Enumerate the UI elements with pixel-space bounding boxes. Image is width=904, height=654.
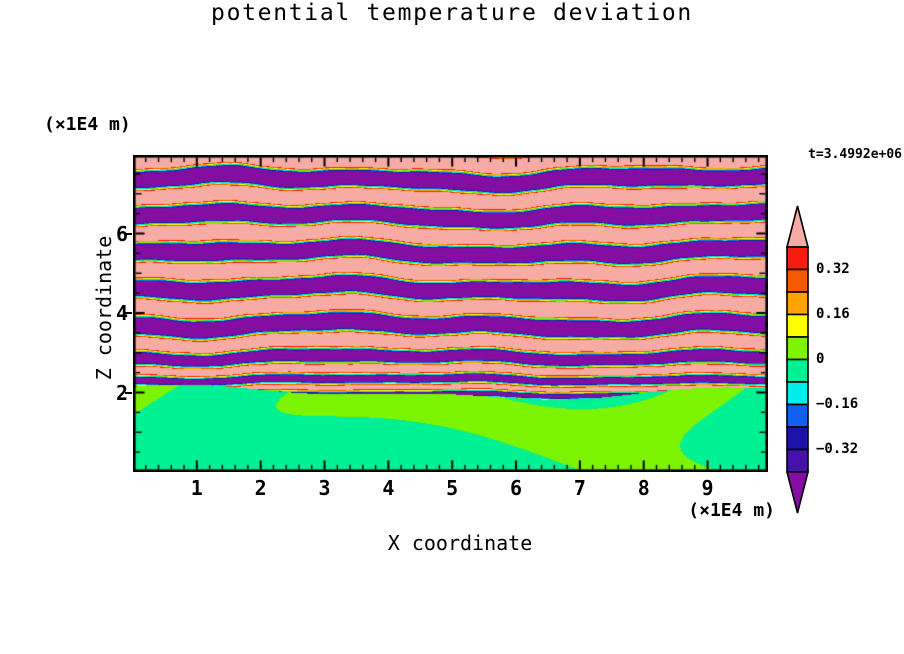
x-tick-label: 3 [318, 476, 331, 500]
colorbar-cell [786, 246, 809, 271]
x-tick-label: 4 [382, 476, 395, 500]
x-axis-title: X coordinate [387, 531, 533, 555]
colorbar-tick-label: 0.32 [816, 260, 850, 277]
x-tick-label: 6 [510, 476, 523, 500]
x-tick-label: 2 [254, 476, 267, 500]
colorbar-cell [786, 336, 809, 361]
x-tick-label: 8 [637, 476, 650, 500]
colorbar-cell [786, 313, 809, 338]
colorbar-tick-label: 0 [816, 350, 825, 367]
z-axis-unit-label: (×1E4 m) [44, 114, 131, 135]
colorbar-cell [786, 268, 809, 293]
colorbar-cell [786, 358, 809, 383]
x-axis-unit-label: (×1E4 m) [688, 500, 775, 521]
x-tick-label: 5 [446, 476, 459, 500]
contour-field-canvas [133, 155, 768, 472]
x-tick-label: 9 [701, 476, 714, 500]
colorbar-top-arrow [785, 205, 810, 248]
colorbar-tick-label: −0.32 [816, 440, 859, 457]
colorbar-cell [786, 448, 809, 473]
z-tick-label: 2 [115, 380, 128, 405]
z-axis-outward-tick [125, 391, 132, 394]
colorbar-cell [786, 291, 809, 316]
z-axis-outward-tick [125, 312, 132, 314]
colorbar-cell [786, 403, 809, 428]
time-annotation: t=3.4992e+06 [808, 147, 902, 162]
colorbar-bottom-arrow [785, 471, 810, 514]
chart-title: potential temperature deviation [211, 0, 693, 26]
colorbar-cell [786, 426, 809, 451]
x-tick-label: 7 [573, 476, 586, 500]
x-tick-label: 1 [190, 476, 203, 500]
colorbar-tick-label: 0.16 [816, 305, 850, 322]
colorbar-tick-label: −0.16 [816, 395, 859, 412]
colorbar-cell [786, 381, 809, 406]
z-tick-label: 4 [115, 301, 128, 325]
colorbar [785, 205, 810, 514]
z-axis-title: Z coordinate [92, 235, 116, 381]
z-axis-outward-tick [125, 232, 132, 235]
z-tick-label: 6 [115, 221, 128, 246]
